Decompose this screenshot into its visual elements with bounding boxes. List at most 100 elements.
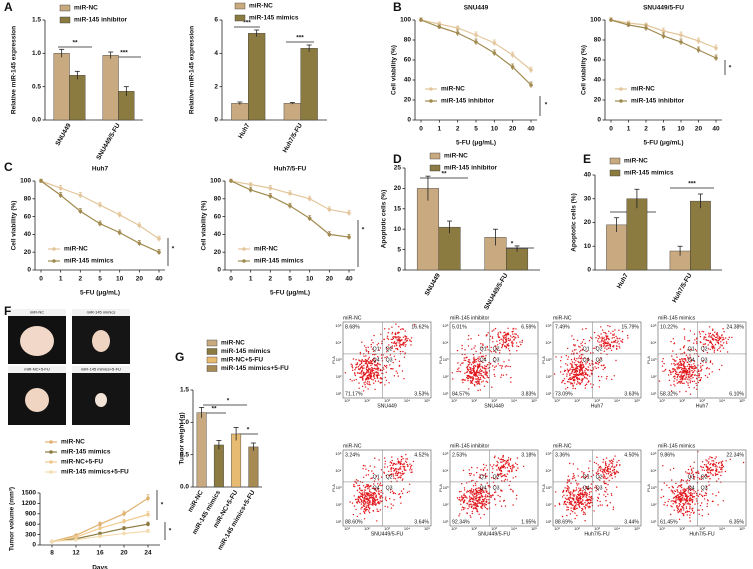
cytometry-event — [483, 500, 485, 503]
cytometry-event — [392, 336, 394, 338]
cytometry-event — [592, 384, 594, 386]
cytometry-event — [493, 491, 496, 494]
cytometry-event — [683, 351, 686, 353]
cytometry-event — [682, 502, 684, 505]
cytometry-event — [477, 487, 479, 489]
cytometry-event — [709, 478, 711, 480]
x-tick-label: 10¹ — [451, 398, 457, 403]
cytometry-event — [400, 339, 402, 342]
cytometry-event — [572, 378, 575, 381]
cytometry-event — [371, 487, 374, 490]
cytometry-event — [459, 500, 462, 502]
cytometry-event — [588, 359, 590, 361]
cytometry-event — [486, 334, 488, 336]
cytometry-event — [718, 466, 721, 468]
y-tick-label: 10⁴ — [650, 468, 656, 473]
cytometry-event — [574, 363, 576, 366]
cytometry-event — [712, 493, 714, 495]
cytometry-event — [357, 498, 360, 500]
cytometry-event — [358, 382, 360, 384]
cytometry-event — [364, 501, 366, 503]
cytometry-event — [481, 495, 483, 497]
legend-marker — [49, 470, 53, 474]
cytometry-event — [712, 469, 714, 471]
cytometry-event — [701, 495, 704, 498]
cytometry-event — [600, 364, 602, 367]
series-marker — [50, 539, 54, 544]
x-tick-label: 2 — [269, 276, 273, 283]
cytometry-event — [714, 331, 716, 333]
cytometry-event — [384, 384, 386, 386]
cytometry-event — [361, 499, 363, 502]
series-marker — [679, 40, 683, 44]
x-tick-label: 1 — [59, 276, 63, 283]
cytometry-event — [479, 377, 482, 379]
cytometry-event — [472, 366, 475, 368]
cytometry-event — [466, 377, 468, 379]
cytometry-event — [508, 359, 510, 361]
cytometry-event — [501, 480, 503, 482]
cytometry-event — [507, 343, 510, 345]
cytometry-event — [598, 361, 601, 364]
cytometry-event — [608, 342, 610, 344]
y-tick-label: 1500 — [22, 490, 37, 497]
cytometry-event — [569, 496, 571, 498]
cytometry-event — [401, 479, 403, 481]
cytometry-event — [584, 342, 586, 345]
cytometry-event — [497, 494, 499, 497]
cytometry-event — [377, 367, 380, 370]
cytometry-event — [582, 513, 585, 515]
series-marker — [74, 538, 78, 542]
cytometry-event — [660, 496, 662, 499]
y-tick-label: 40 — [214, 231, 222, 238]
cytometry-event — [409, 340, 411, 342]
cytometry-event — [560, 366, 562, 368]
cytometry-event — [706, 503, 709, 505]
cytometry-event — [692, 373, 694, 376]
cytometry-event — [473, 374, 476, 377]
cytometry-event — [582, 494, 584, 496]
series-marker — [122, 519, 126, 524]
cytometry-event — [721, 463, 723, 465]
quadrant-label: Q2 — [596, 346, 603, 352]
cytometry-event — [497, 473, 499, 475]
cytometry-event — [581, 344, 583, 347]
cytometry-event — [374, 371, 376, 374]
cytometry-event — [579, 357, 582, 360]
cytometry-event — [689, 507, 691, 509]
cytometry-event — [359, 367, 361, 370]
cytometry-event — [593, 461, 596, 464]
quadrant-value: 8.68% — [345, 324, 360, 330]
cytometry-event — [573, 377, 575, 379]
cytometry-event — [572, 366, 574, 369]
cytometry-event — [367, 495, 369, 497]
cytometry-event — [696, 342, 698, 345]
cytometry-event — [360, 492, 362, 494]
cytometry-event — [472, 362, 474, 364]
x-tick-label: 10⁵ — [634, 398, 640, 403]
series-marker — [58, 193, 63, 198]
cytometry-event — [702, 343, 704, 345]
cytometry-event — [486, 374, 488, 377]
cytometry-event — [495, 351, 497, 353]
cytometry-event — [491, 336, 494, 338]
cytometry-event — [397, 460, 400, 462]
cytometry-event — [696, 374, 698, 377]
cytometry-event — [712, 328, 714, 330]
cytometry-event — [574, 477, 576, 479]
cytometry-event — [459, 364, 462, 366]
cytometry-event — [476, 494, 478, 496]
x-tick-label: 10³ — [384, 526, 390, 531]
cytometry-event — [474, 482, 477, 484]
cytometry-event — [573, 382, 576, 384]
cytometry-event — [581, 378, 583, 380]
cytometry-event — [469, 370, 471, 373]
cytometry-event — [692, 507, 694, 509]
cytometry-event — [496, 340, 498, 342]
cytometry-event — [687, 356, 689, 358]
cytometry-event — [726, 342, 728, 345]
cytometry-event — [725, 337, 727, 339]
cytometry-event — [457, 362, 459, 364]
cytometry-event — [390, 507, 393, 509]
cytometry-event — [485, 380, 487, 383]
